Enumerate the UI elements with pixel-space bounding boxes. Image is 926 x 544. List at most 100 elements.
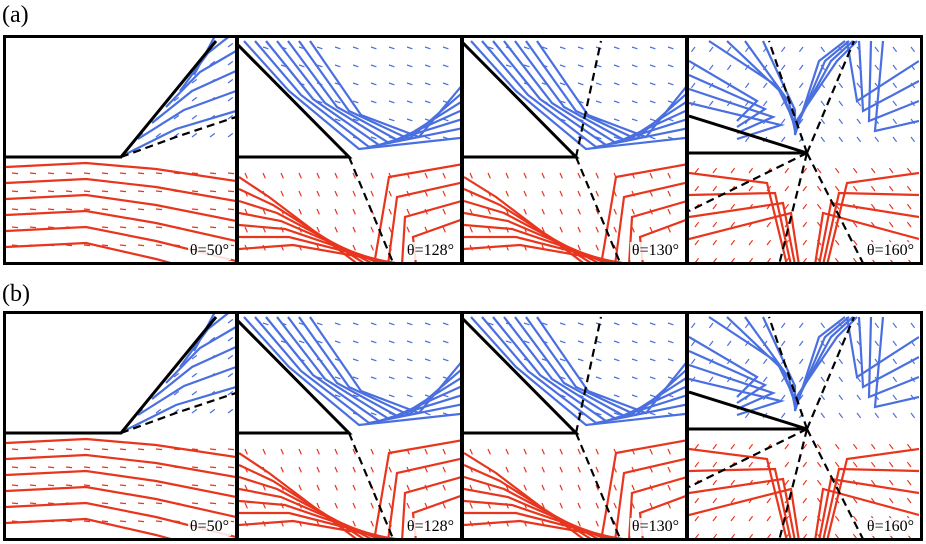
dashed-separatrix <box>689 428 808 488</box>
velocity-arrow <box>892 376 898 383</box>
velocity-arrow <box>388 82 395 86</box>
velocity-arrow <box>613 226 617 233</box>
velocity-arrow <box>316 322 323 326</box>
velocity-arrow <box>784 479 790 486</box>
velocity-arrow <box>559 64 566 68</box>
velocity-arrow <box>370 64 377 68</box>
velocity-arrow <box>856 412 862 419</box>
velocity-arrow <box>244 226 248 233</box>
velocity-arrow <box>119 466 127 469</box>
velocity-arrow <box>352 46 359 50</box>
velocity-arrow <box>595 448 599 455</box>
velocity-arrow <box>442 172 446 179</box>
velocity-arrow <box>694 533 700 538</box>
streamline <box>845 40 919 103</box>
velocity-arrow <box>316 172 320 179</box>
velocity-arrow <box>541 208 545 215</box>
velocity-arrow <box>47 502 55 505</box>
velocity-arrow <box>487 448 491 455</box>
velocity-arrow <box>316 190 320 197</box>
angle-label: θ=160° <box>864 242 916 260</box>
velocity-arrow <box>352 376 359 380</box>
dashed-separatrix <box>120 116 235 159</box>
velocity-arrow <box>892 136 898 143</box>
streamline <box>689 201 796 262</box>
velocity-arrow <box>155 190 163 193</box>
velocity-arrow <box>388 64 395 68</box>
velocity-arrow <box>370 376 377 380</box>
angle-label: θ=50° <box>187 242 231 260</box>
velocity-arrow <box>577 64 584 68</box>
velocity-arrow <box>613 340 620 344</box>
velocity-arrow <box>227 408 234 414</box>
velocity-arrow <box>802 221 808 228</box>
velocity-arrow <box>820 136 826 143</box>
velocity-arrow <box>352 394 359 398</box>
velocity-arrow <box>334 172 338 179</box>
velocity-arrow <box>631 46 638 50</box>
velocity-arrow <box>47 448 55 451</box>
velocity-arrow <box>730 221 736 228</box>
velocity-arrow <box>798 64 804 71</box>
flow-field <box>239 316 460 538</box>
velocity-arrow <box>209 408 216 414</box>
velocity-arrow <box>227 42 234 48</box>
velocity-arrow <box>820 100 826 107</box>
velocity-arrow <box>406 358 413 362</box>
streamline <box>689 73 768 128</box>
velocity-arrow <box>424 100 431 104</box>
velocity-arrow <box>649 340 656 344</box>
streamline <box>6 485 235 518</box>
velocity-arrow <box>11 172 19 175</box>
velocity-arrow <box>541 484 545 491</box>
velocity-arrow <box>667 502 671 509</box>
velocity-arrow <box>442 502 446 509</box>
velocity-arrow <box>352 208 356 215</box>
streamline <box>744 40 850 135</box>
velocity-arrow <box>209 502 217 505</box>
velocity-arrow <box>802 479 808 486</box>
velocity-arrow <box>370 412 377 416</box>
velocity-arrow <box>798 322 804 329</box>
velocity-arrow <box>838 394 844 401</box>
streamline <box>401 476 460 538</box>
velocity-arrow <box>424 172 428 179</box>
velocity-arrow <box>892 100 898 107</box>
divider <box>685 35 689 265</box>
velocity-arrow <box>298 466 302 473</box>
dashed-separatrix <box>805 316 856 430</box>
velocity-arrow <box>83 448 91 451</box>
velocity-arrow <box>424 340 431 344</box>
velocity-arrow <box>370 82 377 86</box>
panel-b-160: θ=160° <box>689 314 920 538</box>
velocity-arrow <box>613 484 617 491</box>
velocity-arrow <box>667 172 671 179</box>
velocity-arrow <box>316 208 320 215</box>
velocity-arrow <box>820 46 826 53</box>
velocity-arrow <box>541 502 545 509</box>
angle-label: θ=130° <box>629 242 681 260</box>
velocity-arrow <box>559 340 566 344</box>
velocity-arrow <box>892 358 898 365</box>
velocity-arrow <box>690 358 696 365</box>
streamline <box>165 50 235 108</box>
streamline <box>600 163 685 262</box>
velocity-arrow <box>352 244 356 251</box>
velocity-arrow <box>316 340 323 344</box>
velocity-arrow <box>191 408 198 414</box>
velocity-arrow <box>227 336 234 342</box>
velocity-arrow <box>816 203 822 210</box>
velocity-arrow <box>424 64 431 68</box>
velocity-arrow <box>613 118 620 122</box>
velocity-arrow <box>649 322 656 326</box>
velocity-arrow <box>613 46 620 50</box>
velocity-arrow <box>667 466 671 473</box>
velocity-arrow <box>649 118 656 122</box>
velocity-arrow <box>631 208 635 215</box>
velocity-arrow <box>29 208 37 211</box>
streamline <box>309 40 460 139</box>
velocity-arrow <box>173 96 180 102</box>
flow-field <box>689 40 919 262</box>
velocity-arrow <box>631 82 638 86</box>
velocity-arrow <box>137 484 145 487</box>
